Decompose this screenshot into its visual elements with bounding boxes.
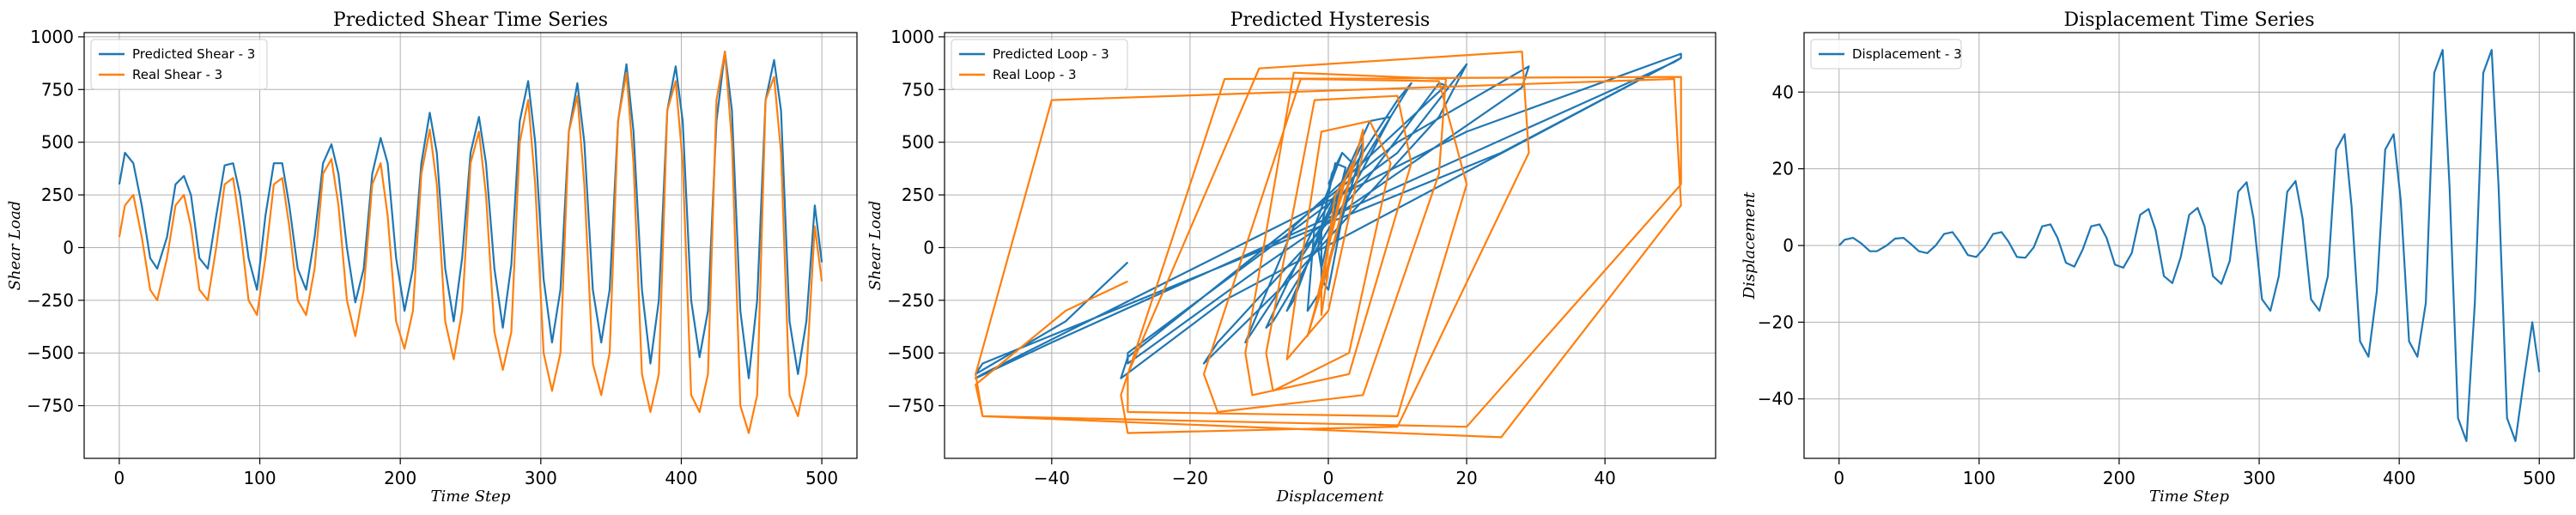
y-tick-label: 750 — [902, 79, 934, 100]
y-tick-label: −500 — [27, 342, 74, 363]
series-line-2 — [975, 51, 1682, 439]
y-tick-label: −250 — [27, 290, 74, 311]
legend: Predicted Shear - 3 Real Shear - 3 — [90, 39, 268, 90]
series-line-1 — [975, 52, 1682, 379]
series-line-1 — [1838, 49, 2541, 442]
legend: Predicted Loop - 3 Real Loop - 3 — [951, 39, 1128, 90]
x-tick-label: 400 — [665, 468, 697, 488]
y-tick-label: −250 — [887, 290, 934, 311]
legend: Displacement - 3 — [1810, 39, 1962, 70]
y-tick-label: −750 — [887, 396, 934, 416]
chart-title: Predicted Shear Time Series — [333, 9, 608, 31]
series-line-1 — [118, 51, 823, 379]
y-tick-label: 0 — [63, 237, 74, 258]
x-tick-label: 100 — [1963, 468, 1996, 488]
legend-label-2: Real Loop - 3 — [993, 67, 1077, 82]
x-tick-label: 0 — [1833, 468, 1844, 488]
x-tick-label: 300 — [2243, 468, 2275, 488]
y-axis-label: Displacement — [1741, 191, 1759, 300]
y-tick-label: 250 — [41, 185, 74, 205]
y-tick-label: 250 — [902, 185, 934, 205]
y-tick-label: 500 — [41, 132, 74, 153]
legend-label-1: Predicted Shear - 3 — [132, 46, 255, 62]
y-tick-label: 0 — [1783, 235, 1794, 256]
chart-panel-3: 0 100 200 300 400 500 −40 −20 0 20 40 Displacement … — [1741, 9, 2575, 506]
legend-label-1: Predicted Loop - 3 — [993, 46, 1109, 62]
x-axis-label: Time Step — [431, 488, 511, 506]
x-tick-label: 0 — [1323, 468, 1334, 488]
x-axis-label: Time Step — [2149, 488, 2229, 506]
y-tick-label: 1000 — [890, 27, 934, 47]
y-tick-label: 20 — [1772, 159, 1794, 179]
y-tick-label: 0 — [923, 237, 934, 258]
x-tick-label: −20 — [1172, 468, 1208, 488]
y-tick-label: −750 — [27, 396, 74, 416]
chart-panel-1: 0 100 200 300 400 500 −750 −500 −250 0 250 500 750 10… — [6, 9, 858, 506]
legend-box — [951, 39, 1128, 90]
x-axis-label: Displacement — [1276, 488, 1384, 506]
y-tick-label: 1000 — [30, 27, 74, 47]
chart-panel-2: −40 −20 0 20 40 −750 −500 −250 0 250 500 750 1000 Pre… — [866, 9, 1716, 506]
chart-title: Predicted Hysteresis — [1230, 9, 1431, 31]
legend-box — [1810, 39, 1962, 70]
x-tick-label: 300 — [525, 468, 557, 488]
legend-box — [90, 39, 268, 90]
y-tick-label: 750 — [41, 79, 74, 100]
legend-label-1: Displacement - 3 — [1852, 46, 1962, 62]
y-tick-label: 500 — [902, 132, 934, 153]
x-tick-label: 0 — [114, 468, 125, 488]
x-tick-label: 500 — [2523, 468, 2555, 488]
x-tick-label: 200 — [384, 468, 416, 488]
y-tick-label: −20 — [1758, 312, 1794, 332]
series-line-2 — [118, 51, 823, 434]
x-tick-label: 500 — [805, 468, 838, 488]
axes-frame — [944, 32, 1716, 459]
axes-frame — [83, 32, 858, 459]
x-tick-label: 100 — [243, 468, 276, 488]
y-tick-label: −40 — [1758, 389, 1794, 409]
x-tick-label: 40 — [1594, 468, 1615, 488]
legend-label-2: Real Shear - 3 — [132, 67, 222, 82]
y-tick-label: 40 — [1772, 82, 1794, 102]
y-tick-label: −500 — [887, 342, 934, 363]
x-tick-label: 200 — [2103, 468, 2136, 488]
x-tick-label: −40 — [1034, 468, 1070, 488]
y-axis-label: Shear Load — [6, 201, 24, 291]
y-axis-label: Shear Load — [866, 201, 884, 291]
chart-title: Displacement Time Series — [2064, 9, 2315, 31]
x-tick-label: 400 — [2383, 468, 2415, 488]
x-tick-label: 20 — [1455, 468, 1477, 488]
